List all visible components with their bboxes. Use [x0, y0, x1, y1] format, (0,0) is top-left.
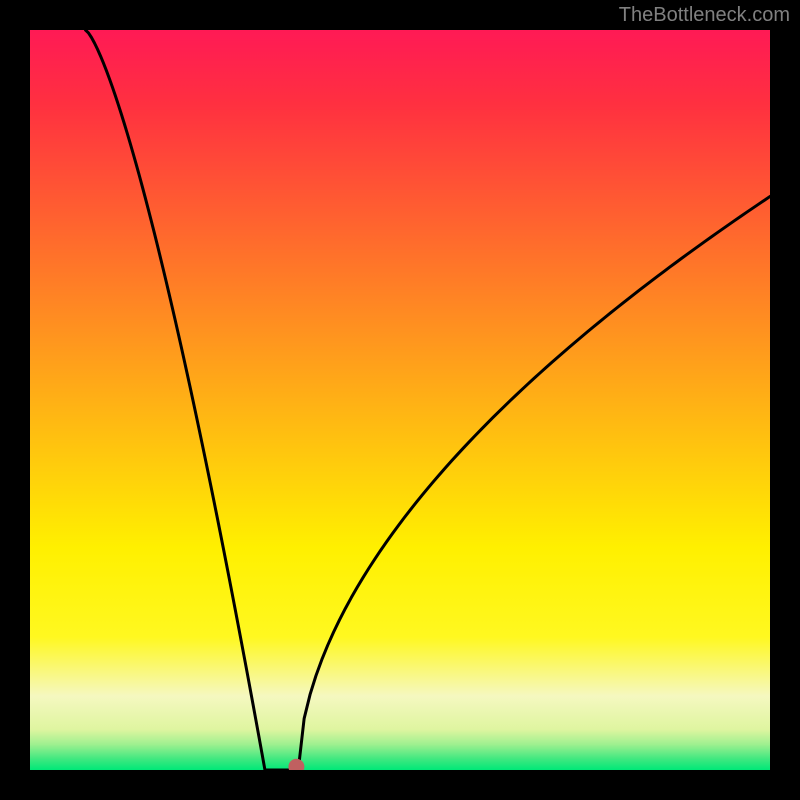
chart-svg — [30, 30, 770, 770]
watermark-text: TheBottleneck.com — [619, 4, 790, 27]
plot-area — [30, 30, 770, 770]
gradient-background — [30, 30, 770, 770]
chart-container: TheBottleneck.com — [0, 0, 800, 800]
